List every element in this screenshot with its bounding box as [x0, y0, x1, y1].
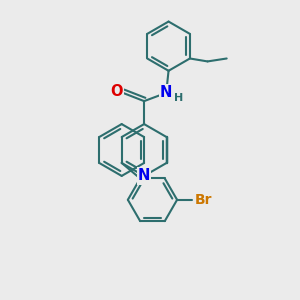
Text: Br: Br: [195, 193, 212, 207]
Text: H: H: [174, 93, 183, 103]
Text: O: O: [110, 84, 123, 99]
Text: N: N: [138, 168, 150, 183]
Text: N: N: [160, 85, 172, 100]
